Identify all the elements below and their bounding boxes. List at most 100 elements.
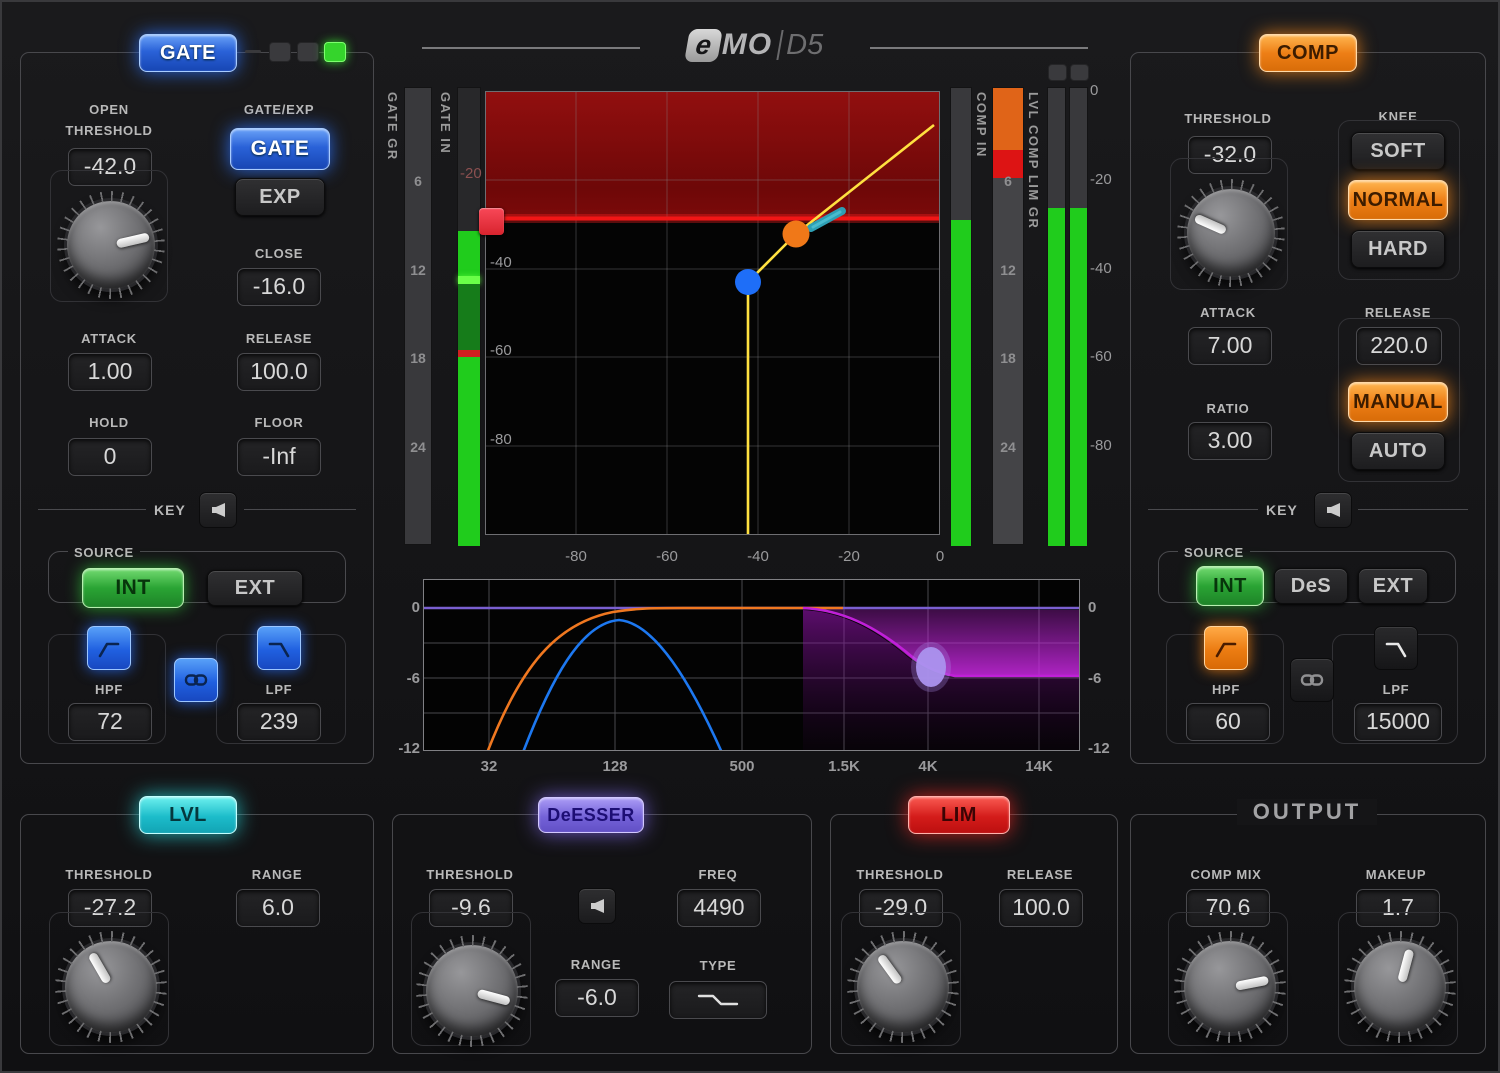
- gate-source-ext-button[interactable]: EXT: [207, 570, 303, 606]
- comp-filter-link-toggle[interactable]: [1290, 658, 1334, 702]
- comp-source-des-button[interactable]: DeS: [1274, 568, 1348, 604]
- comp-section-button[interactable]: COMP: [1259, 34, 1357, 72]
- comp-release-auto-button[interactable]: AUTO: [1351, 432, 1445, 470]
- lvl-gr-segment: [993, 88, 1023, 150]
- eq-x-tick: 32: [480, 758, 498, 775]
- app-logo: e MO D5: [650, 28, 860, 62]
- output-meter-right: [1069, 87, 1088, 546]
- db-scale-tick: 0: [1090, 82, 1099, 99]
- comp-mix-knob-bracket: [1168, 912, 1288, 1046]
- lvl-knob-bracket: [49, 912, 169, 1046]
- gate-attack-value[interactable]: 1.00: [68, 353, 152, 391]
- db-scale-tick: -20: [1090, 171, 1112, 188]
- output-comp-mix-knob[interactable]: [1181, 938, 1279, 1036]
- output-clip-led-left: [1048, 64, 1067, 81]
- deesser-freq-handle[interactable]: [916, 647, 946, 687]
- comp-release-manual-button[interactable]: MANUAL: [1348, 382, 1448, 422]
- gate-source-int-button[interactable]: INT: [82, 568, 184, 608]
- deesser-monitor-button[interactable]: [578, 888, 616, 924]
- lim-release-value[interactable]: 100.0: [999, 889, 1083, 927]
- comp-source-ext-button[interactable]: EXT: [1358, 568, 1428, 604]
- gate-hpf-value[interactable]: 72: [68, 703, 152, 741]
- comp-hpf-value[interactable]: 60: [1186, 703, 1270, 741]
- gate-mode-gate-button[interactable]: GATE: [230, 128, 330, 170]
- header-rule-left: [422, 47, 640, 49]
- deesser-threshold-value[interactable]: -9.6: [429, 889, 513, 927]
- comp-knee-hard-button[interactable]: HARD: [1351, 230, 1445, 268]
- gate-release-value[interactable]: 100.0: [237, 353, 321, 391]
- gate-close-threshold-marker: [458, 350, 480, 357]
- gate-hpf-toggle[interactable]: [87, 626, 131, 670]
- comp-lpf-value[interactable]: 15000: [1354, 703, 1442, 741]
- header-rule-right: [870, 47, 1088, 49]
- gate-close-value[interactable]: -16.0: [237, 268, 321, 306]
- gate-source-label: SOURCE: [68, 545, 140, 560]
- comp-hpf-toggle[interactable]: [1204, 626, 1248, 670]
- comp-ratio-value[interactable]: 3.00: [1188, 422, 1272, 460]
- knob-pointer: [1193, 213, 1228, 235]
- logo-model-text: D5: [786, 28, 824, 61]
- comp-in-meter-label: COMP IN: [974, 92, 989, 158]
- eq-y-tick: -6: [406, 670, 420, 687]
- output-makeup-knob[interactable]: [1351, 938, 1449, 1036]
- limiter-threshold-line[interactable]: [485, 216, 940, 221]
- comp-source-int-button[interactable]: INT: [1196, 566, 1264, 606]
- output-comp-mix-value[interactable]: 70.6: [1186, 889, 1270, 927]
- eq-y-tick: 0: [411, 599, 420, 616]
- gate-mode-exp-button[interactable]: EXP: [235, 178, 325, 216]
- output-section-title: OUTPUT: [1237, 799, 1377, 825]
- lim-section-button[interactable]: LIM: [908, 796, 1010, 834]
- lvl-threshold-value[interactable]: -27.2: [68, 889, 152, 927]
- gate-hold-value[interactable]: 0: [68, 438, 152, 476]
- gate-led-1: [269, 42, 291, 62]
- gate-open-threshold-value[interactable]: -42.0: [68, 148, 152, 186]
- meter-scale-number: 6: [1004, 173, 1012, 189]
- lvl-threshold-knob[interactable]: [62, 938, 160, 1036]
- lvl-section-button[interactable]: LVL: [139, 796, 237, 834]
- limiter-threshold-handle[interactable]: [479, 208, 504, 235]
- link-icon: [1300, 674, 1324, 686]
- gate-section-button[interactable]: GATE: [139, 34, 237, 72]
- comp-knee-normal-button[interactable]: NORMAL: [1348, 180, 1448, 220]
- comp-attack-value[interactable]: 7.00: [1188, 327, 1272, 365]
- comp-threshold-knob[interactable]: [1184, 186, 1278, 280]
- comp-threshold-handle[interactable]: [782, 220, 810, 248]
- deesser-threshold-knob[interactable]: [423, 942, 521, 1040]
- deesser-range-label: RANGE: [570, 957, 622, 972]
- deesser-type-selector[interactable]: [669, 981, 767, 1019]
- eq-x-tick: 14K: [1025, 758, 1053, 775]
- gate-mode-group-label: GATE/EXP: [243, 102, 315, 117]
- comp-knee-soft-button[interactable]: SOFT: [1351, 132, 1445, 170]
- comp-key-monitor-button[interactable]: [1314, 492, 1352, 528]
- meter-scale-number: 12: [1000, 262, 1016, 278]
- comp-threshold-value[interactable]: -32.0: [1188, 136, 1272, 174]
- gate-lpf-value[interactable]: 239: [237, 703, 321, 741]
- gate-filter-link-toggle[interactable]: [174, 658, 218, 702]
- gate-close-label: CLOSE: [254, 246, 304, 261]
- gate-lpf-toggle[interactable]: [257, 626, 301, 670]
- gate-knob-bracket: [50, 170, 168, 302]
- lim-threshold-knob[interactable]: [854, 938, 952, 1036]
- comp-hpf-label: HPF: [1211, 682, 1241, 697]
- gate-open-threshold-knob[interactable]: [64, 198, 158, 292]
- graph-x-tick: -20: [838, 548, 860, 565]
- deesser-freq-value[interactable]: 4490: [677, 889, 761, 927]
- deesser-freq-label: FREQ: [698, 867, 738, 882]
- deesser-section-button[interactable]: DeESSER: [538, 797, 644, 833]
- comp-release-value[interactable]: 220.0: [1356, 327, 1442, 365]
- deesser-type-label: TYPE: [699, 958, 737, 973]
- output-makeup-value[interactable]: 1.7: [1356, 889, 1440, 927]
- comp-release-bracket: [1338, 318, 1460, 482]
- high-shelf-cut-icon: [697, 994, 739, 1006]
- comp-release-label: RELEASE: [1364, 305, 1432, 320]
- comp-key-rule-left: [1148, 509, 1258, 510]
- gate-threshold-handle[interactable]: [735, 269, 761, 295]
- comp-key-filter-curve: [486, 606, 843, 751]
- deesser-range-value[interactable]: -6.0: [555, 979, 639, 1017]
- gate-floor-value[interactable]: -Inf: [237, 438, 321, 476]
- gate-led-3-green: [324, 42, 346, 62]
- gate-key-monitor-button[interactable]: [199, 492, 237, 528]
- comp-lpf-toggle[interactable]: [1374, 626, 1418, 670]
- lvl-range-value[interactable]: 6.0: [236, 889, 320, 927]
- lim-threshold-value[interactable]: -29.0: [859, 889, 943, 927]
